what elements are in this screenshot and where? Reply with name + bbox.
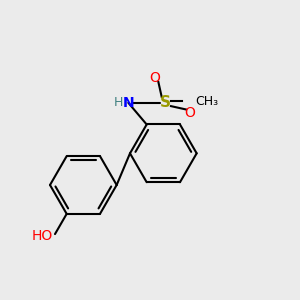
- Text: H: H: [114, 96, 123, 109]
- Text: N: N: [122, 96, 134, 110]
- Text: HO: HO: [32, 229, 53, 243]
- Text: CH₃: CH₃: [195, 94, 218, 108]
- Text: O: O: [150, 71, 160, 85]
- Text: S: S: [160, 95, 170, 110]
- Text: O: O: [184, 106, 195, 120]
